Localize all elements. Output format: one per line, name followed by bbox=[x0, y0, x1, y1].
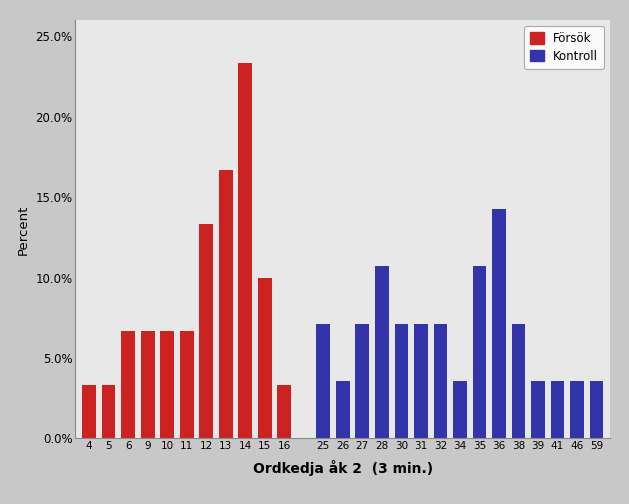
Bar bbox=[258, 278, 272, 438]
Bar bbox=[531, 381, 545, 438]
Y-axis label: Percent: Percent bbox=[17, 204, 30, 255]
Bar bbox=[570, 381, 584, 438]
Bar bbox=[375, 266, 389, 438]
X-axis label: Ordkedja åk 2  (3 min.): Ordkedja åk 2 (3 min.) bbox=[253, 460, 433, 476]
Bar bbox=[414, 324, 428, 438]
Bar bbox=[102, 385, 116, 438]
Bar bbox=[219, 170, 233, 438]
Legend: Försök, Kontroll: Försök, Kontroll bbox=[524, 26, 604, 69]
Bar bbox=[141, 331, 155, 438]
Bar bbox=[511, 324, 525, 438]
Bar bbox=[453, 381, 467, 438]
Bar bbox=[238, 63, 252, 438]
Bar bbox=[180, 331, 194, 438]
Bar bbox=[550, 381, 564, 438]
Bar bbox=[394, 324, 408, 438]
Bar bbox=[472, 266, 486, 438]
Bar bbox=[355, 324, 369, 438]
Bar bbox=[82, 385, 96, 438]
Bar bbox=[121, 331, 135, 438]
Bar bbox=[199, 224, 213, 438]
Bar bbox=[492, 209, 506, 438]
Bar bbox=[316, 324, 330, 438]
Bar bbox=[589, 381, 603, 438]
Bar bbox=[336, 381, 350, 438]
Bar bbox=[160, 331, 174, 438]
Bar bbox=[433, 324, 447, 438]
Bar bbox=[277, 385, 291, 438]
